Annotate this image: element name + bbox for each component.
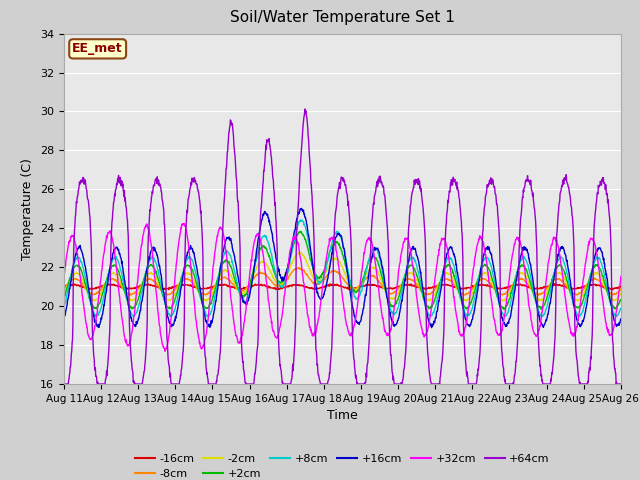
-16cm: [502, 284, 509, 290]
-2cm: [246, 280, 254, 286]
+2cm: [500, 307, 508, 312]
+16cm: [170, 319, 178, 324]
+64cm: [184, 201, 191, 207]
+64cm: [551, 335, 559, 340]
-16cm: [617, 283, 625, 289]
+2cm: [246, 281, 254, 287]
+8cm: [298, 217, 306, 223]
+16cm: [298, 205, 305, 211]
+64cm: [246, 381, 254, 387]
Line: -2cm: -2cm: [64, 252, 621, 301]
-8cm: [60, 286, 68, 292]
+16cm: [184, 250, 191, 255]
+8cm: [246, 285, 254, 290]
+32cm: [185, 244, 193, 250]
-16cm: [429, 284, 437, 290]
+32cm: [617, 274, 625, 279]
Line: -16cm: -16cm: [64, 284, 621, 289]
Line: +64cm: +64cm: [64, 109, 621, 384]
-16cm: [609, 287, 616, 292]
+16cm: [246, 290, 254, 296]
+2cm: [184, 263, 191, 268]
+32cm: [429, 288, 437, 294]
+8cm: [429, 310, 437, 315]
+8cm: [552, 265, 559, 271]
+32cm: [161, 348, 169, 354]
Title: Soil/Water Temperature Set 1: Soil/Water Temperature Set 1: [230, 11, 455, 25]
+16cm: [429, 322, 437, 327]
+16cm: [552, 265, 559, 271]
+32cm: [180, 221, 188, 227]
+2cm: [552, 267, 559, 273]
-2cm: [574, 298, 582, 304]
Line: +2cm: +2cm: [64, 231, 621, 310]
Line: +8cm: +8cm: [64, 220, 621, 317]
Line: +16cm: +16cm: [64, 208, 621, 328]
-8cm: [535, 292, 543, 298]
-8cm: [246, 281, 254, 287]
+8cm: [171, 307, 179, 313]
-16cm: [70, 281, 77, 287]
-16cm: [171, 285, 179, 290]
-16cm: [246, 284, 254, 289]
-2cm: [429, 294, 437, 300]
-8cm: [429, 288, 437, 294]
-2cm: [60, 290, 68, 296]
Line: -8cm: -8cm: [64, 268, 621, 295]
+64cm: [170, 381, 178, 387]
X-axis label: Time: Time: [327, 409, 358, 422]
Y-axis label: Temperature (C): Temperature (C): [22, 158, 35, 260]
+16cm: [617, 316, 625, 322]
-16cm: [551, 281, 559, 287]
+64cm: [617, 381, 625, 387]
+16cm: [60, 317, 68, 323]
Line: +32cm: +32cm: [64, 224, 621, 351]
-8cm: [552, 276, 559, 282]
-8cm: [295, 265, 303, 271]
+8cm: [617, 305, 625, 311]
+64cm: [301, 106, 309, 112]
-8cm: [170, 288, 178, 293]
+2cm: [170, 300, 178, 305]
-2cm: [551, 273, 559, 278]
+64cm: [429, 381, 437, 387]
+2cm: [429, 301, 437, 307]
+32cm: [552, 237, 559, 242]
+2cm: [296, 228, 303, 234]
+64cm: [60, 381, 68, 387]
+8cm: [92, 314, 100, 320]
+16cm: [428, 325, 435, 331]
+8cm: [60, 304, 68, 310]
+8cm: [184, 256, 192, 262]
+32cm: [247, 261, 255, 266]
+8cm: [502, 313, 510, 319]
Text: EE_met: EE_met: [72, 42, 123, 55]
+32cm: [60, 272, 68, 277]
-2cm: [617, 290, 625, 296]
-8cm: [502, 290, 509, 296]
+64cm: [502, 381, 509, 387]
-8cm: [184, 276, 191, 282]
-16cm: [60, 283, 68, 289]
-2cm: [502, 296, 509, 302]
+2cm: [60, 296, 68, 301]
+16cm: [502, 322, 510, 328]
-2cm: [296, 250, 304, 255]
+2cm: [502, 304, 510, 310]
Legend: -16cm, -8cm, -2cm, +2cm, +8cm, +16cm, +32cm, +64cm: -16cm, -8cm, -2cm, +2cm, +8cm, +16cm, +3…: [131, 449, 554, 480]
+2cm: [617, 297, 625, 302]
-2cm: [170, 292, 178, 298]
+32cm: [502, 301, 510, 307]
-2cm: [184, 271, 191, 276]
+32cm: [171, 279, 179, 285]
-16cm: [184, 283, 192, 288]
-8cm: [617, 286, 625, 292]
